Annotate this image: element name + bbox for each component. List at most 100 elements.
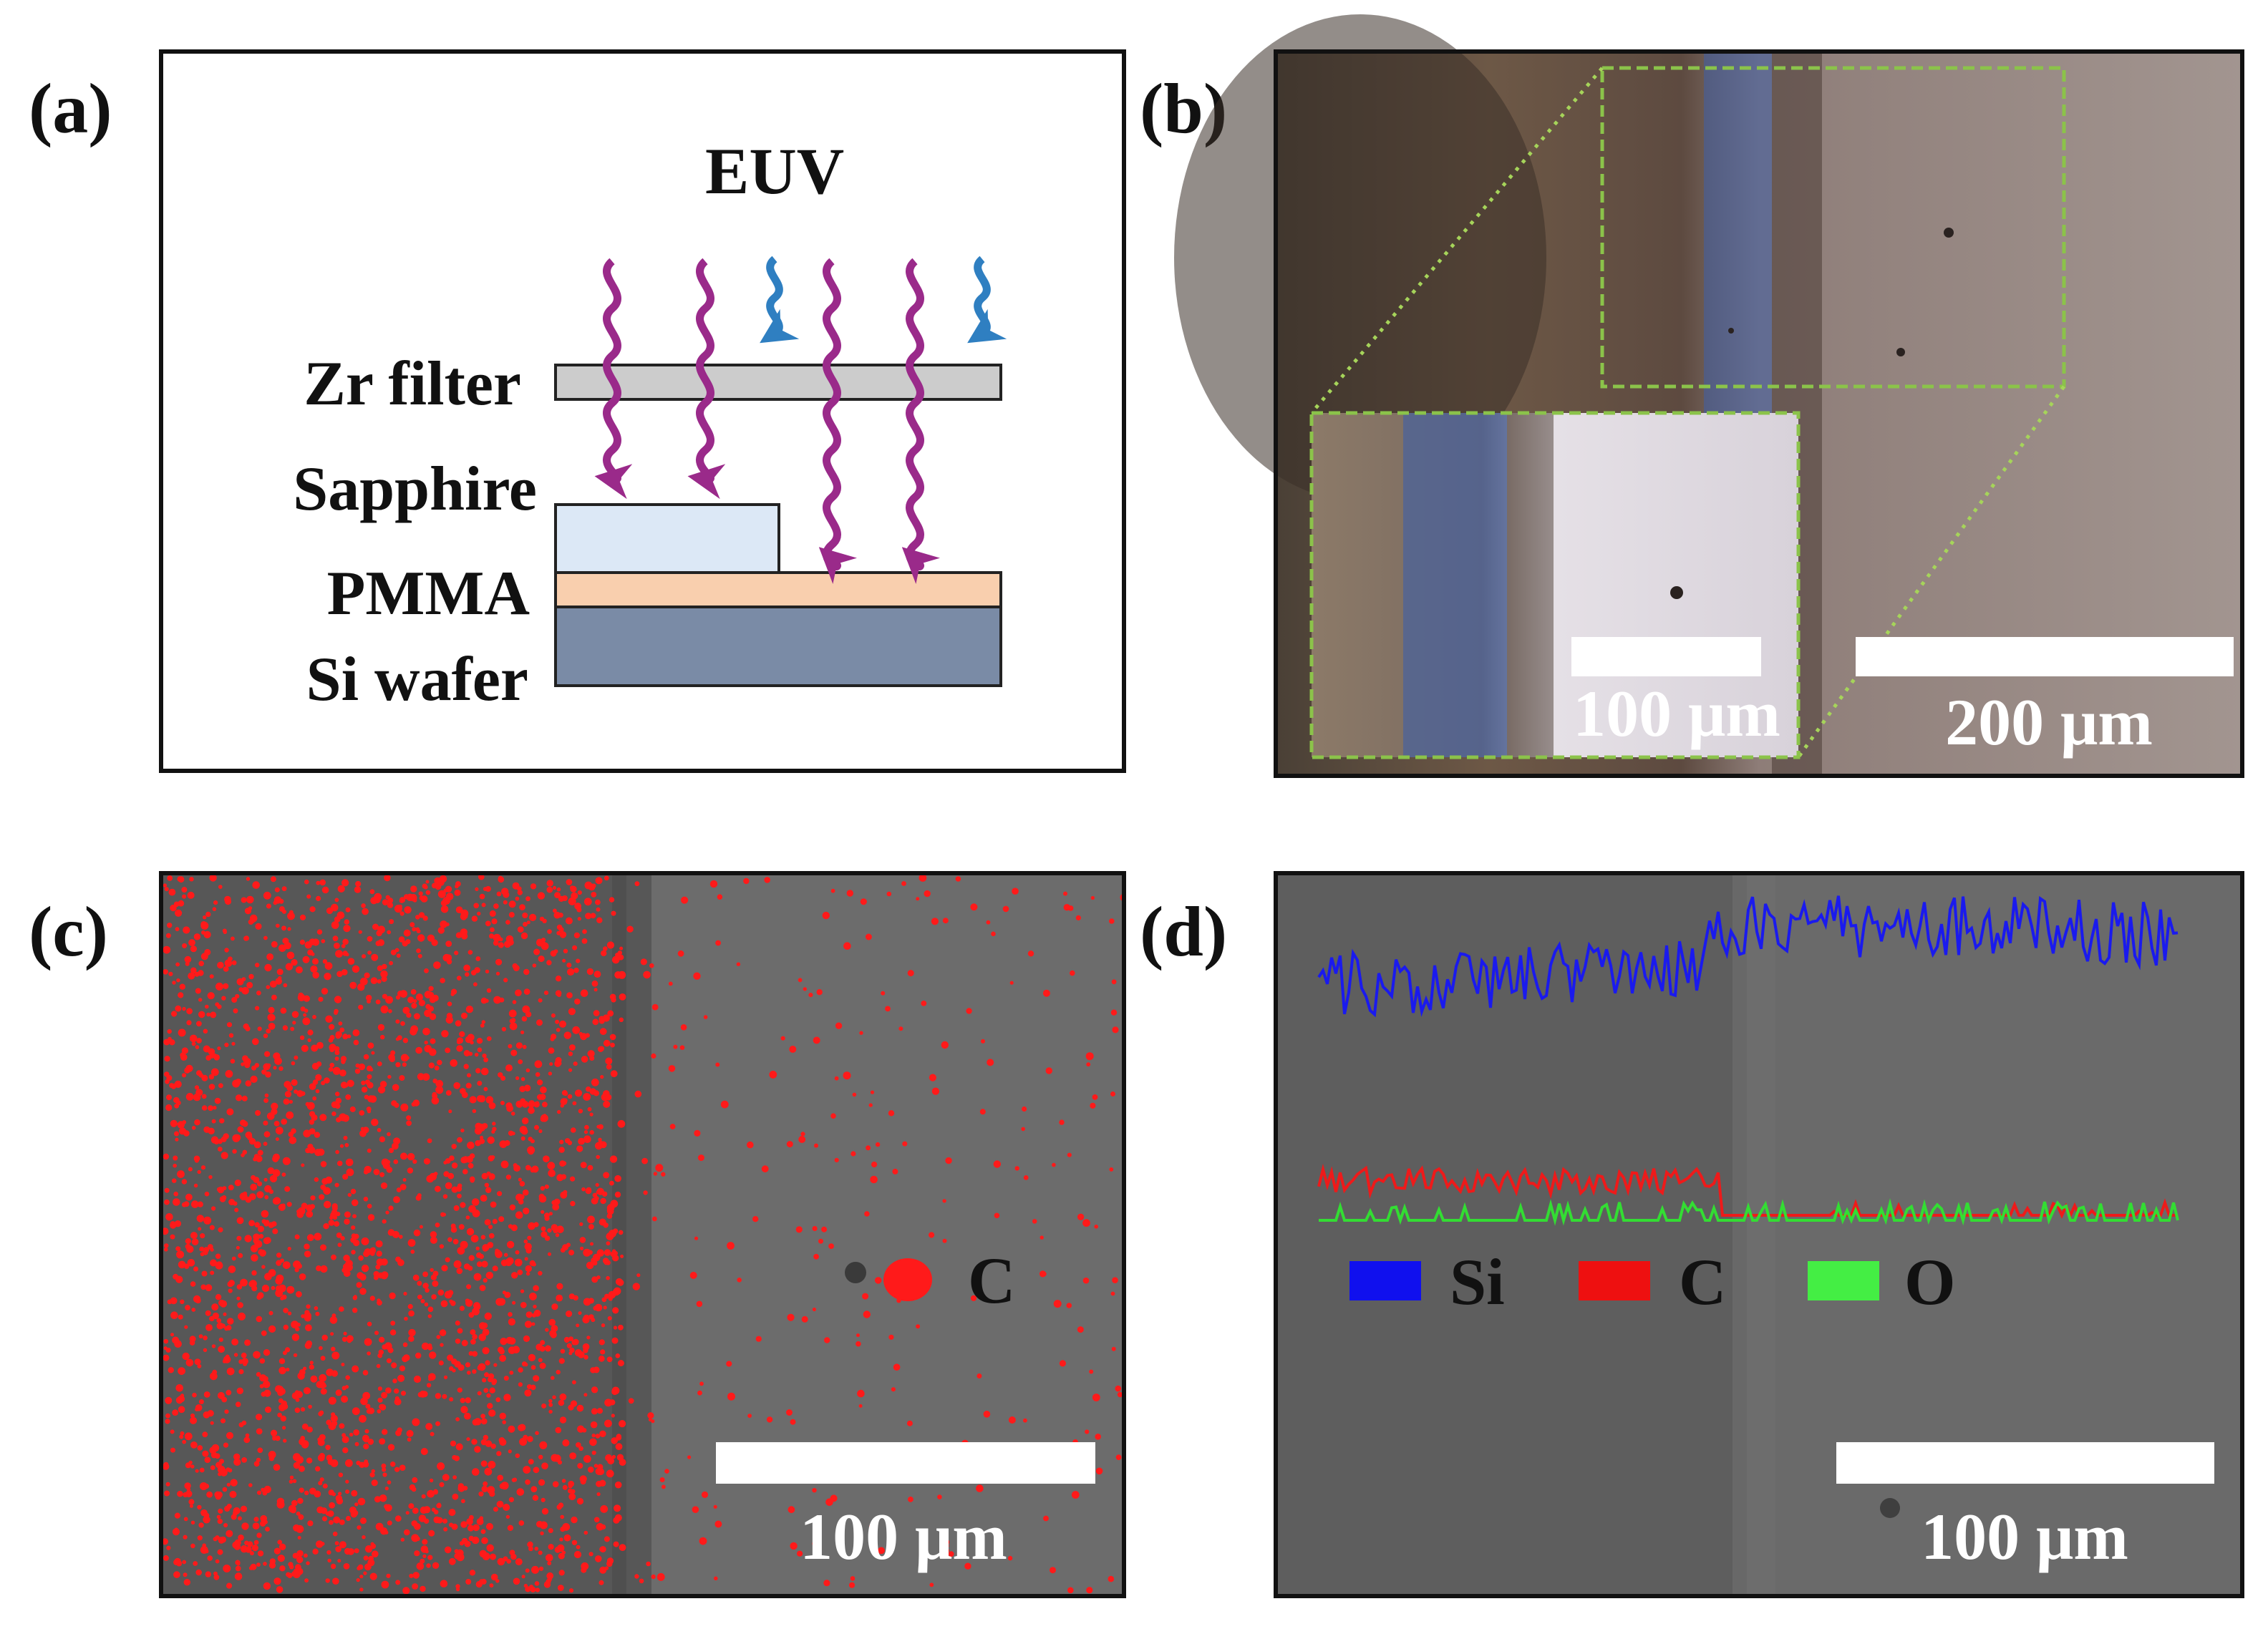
- carbon-dot: [888, 1110, 895, 1117]
- carbon-dot: [481, 1260, 488, 1268]
- carbon-dot: [543, 991, 549, 996]
- carbon-dot: [560, 1527, 566, 1532]
- carbon-dot: [843, 1071, 851, 1080]
- carbon-dot: [617, 1360, 624, 1366]
- carbon-dot: [213, 900, 218, 905]
- carbon-dot: [416, 1562, 425, 1570]
- carbon-dot: [306, 1204, 314, 1212]
- carbon-dot: [561, 1161, 567, 1166]
- inset-dark-band: [1507, 413, 1554, 757]
- carbon-dot: [354, 1502, 359, 1507]
- carbon-dot: [261, 1210, 269, 1218]
- carbon-dot: [547, 1561, 552, 1566]
- carbon-dot: [271, 1429, 278, 1436]
- carbon-dot: [537, 892, 546, 900]
- carbon-dot: [178, 1406, 185, 1414]
- carbon-dot: [188, 1499, 195, 1505]
- carbon-dot: [557, 1109, 561, 1114]
- carbon-dot: [185, 1093, 194, 1101]
- carbon-dot: [601, 1524, 606, 1530]
- carbon-dot: [556, 1294, 563, 1302]
- carbon-dot: [488, 1409, 496, 1417]
- carbon-dot: [546, 880, 553, 887]
- carbon-dot: [215, 1462, 222, 1469]
- carbon-dot: [190, 1543, 195, 1549]
- carbon-dot: [424, 1009, 432, 1018]
- carbon-dot: [254, 1222, 260, 1227]
- carbon-dot: [430, 1236, 437, 1244]
- carbon-dot: [752, 1216, 759, 1222]
- carbon-dot: [455, 1443, 463, 1451]
- carbon-dot: [250, 1563, 257, 1570]
- carbon-dot: [164, 1490, 170, 1497]
- carbon-dot: [229, 1491, 237, 1498]
- carbon-dot: [520, 932, 528, 940]
- carbon-dot: [367, 1148, 372, 1153]
- carbon-dot: [489, 1232, 495, 1239]
- carbon-dot: [976, 1373, 982, 1378]
- carbon-dot: [169, 1039, 175, 1046]
- carbon-dot: [241, 1522, 249, 1530]
- carbon-dot: [335, 1033, 341, 1039]
- carbon-dot: [231, 1338, 238, 1346]
- carbon-dot: [1023, 1418, 1027, 1423]
- carbon-dot: [263, 1237, 271, 1245]
- carbon-dot: [386, 1167, 393, 1173]
- carbon-dot: [529, 913, 537, 921]
- carbon-dot: [420, 1448, 428, 1455]
- carbon-dot: [1012, 887, 1019, 895]
- carbon-dot: [224, 898, 232, 905]
- carbon-dot: [309, 1083, 316, 1090]
- carbon-dot: [321, 1334, 328, 1341]
- carbon-dot: [297, 1497, 304, 1504]
- carbon-dot: [203, 1516, 210, 1524]
- carbon-dot: [536, 1019, 543, 1026]
- carbon-dot: [407, 1239, 416, 1247]
- carbon-dot: [294, 1390, 299, 1395]
- carbon-dot: [866, 1145, 871, 1151]
- carbon-dot: [208, 1074, 215, 1080]
- carbon-dot: [427, 1555, 433, 1560]
- carbon-dot: [244, 1540, 249, 1546]
- carbon-dot: [559, 1393, 567, 1401]
- carbon-dot: [472, 1419, 479, 1426]
- carbon-dot: [217, 961, 224, 969]
- carbon-dot: [205, 1571, 211, 1577]
- carbon-dot: [551, 1376, 555, 1380]
- carbon-dot: [296, 1211, 304, 1218]
- carbon-dot: [860, 898, 867, 905]
- carbon-dot: [430, 1268, 434, 1273]
- carbon-dot: [289, 1099, 293, 1104]
- carbon-dot: [346, 1338, 352, 1343]
- carbon-dot: [699, 1537, 707, 1545]
- carbon-dot: [483, 1481, 488, 1487]
- carbon-dot: [264, 1093, 269, 1098]
- carbon-dot: [394, 1396, 399, 1401]
- carbon-dot: [334, 1011, 338, 1015]
- carbon-dot: [544, 1345, 551, 1352]
- carbon-dot: [593, 1464, 598, 1468]
- carbon-dot: [580, 989, 588, 997]
- carbon-dot: [407, 1303, 413, 1310]
- carbon-dot: [369, 1572, 377, 1580]
- panel-b-frame: [1274, 49, 2244, 778]
- carbon-dot: [561, 1479, 566, 1483]
- carbon-dot: [263, 1063, 271, 1071]
- carbon-dot: [311, 1044, 319, 1052]
- carbon-dot: [399, 1184, 407, 1190]
- carbon-dot: [241, 1457, 247, 1463]
- carbon-dot: [541, 1462, 548, 1469]
- carbon-dot: [456, 1587, 460, 1592]
- carbon-dot: [189, 877, 194, 882]
- panel-d: (d) Si C O 100 μm: [1140, 871, 2244, 1598]
- carbon-dot: [323, 1383, 327, 1388]
- carbon-dot: [550, 1331, 557, 1338]
- carbon-dot: [182, 1120, 187, 1124]
- carbon-dot: [255, 1110, 261, 1116]
- carbon-dot: [380, 1182, 388, 1190]
- carbon-dot: [200, 1165, 206, 1170]
- carbon-dot: [898, 1026, 903, 1031]
- carbon-dot: [498, 1348, 505, 1355]
- carbon-dot: [451, 1162, 458, 1169]
- carbon-dot: [379, 1172, 385, 1177]
